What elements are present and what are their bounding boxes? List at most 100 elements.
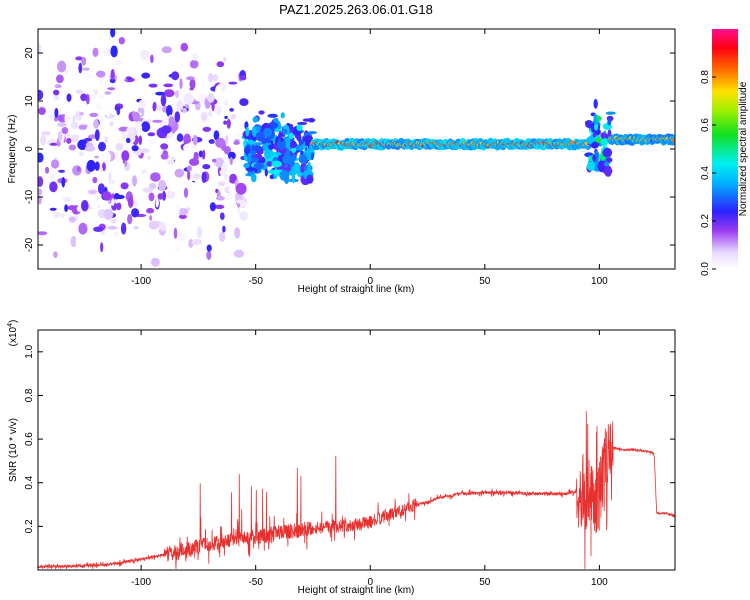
spectrogram-cell [110, 29, 116, 38]
spectrogram-cell [54, 172, 60, 177]
spectrogram-cell [86, 159, 96, 172]
spectrogram-cell [59, 212, 65, 218]
spectrogram-cell [193, 151, 199, 162]
x-tick-label: 50 [479, 577, 491, 588]
spectrogram-cell [183, 187, 189, 198]
spectrogram-cell [593, 98, 598, 109]
spectrogram-cell [120, 182, 129, 190]
spectrogram-cell [142, 187, 154, 193]
spectrogram-cell [115, 151, 120, 163]
spectrogram-cell [40, 134, 47, 146]
colorbar-tick-label: 0.4 [700, 166, 711, 180]
spectrogram-cell [47, 114, 55, 120]
spectrogram-cell [97, 183, 105, 195]
spectrogram-cell [175, 90, 179, 99]
spectrogram-cell [89, 112, 99, 118]
spectrogram-cell [231, 204, 239, 216]
snr-frame [37, 329, 676, 571]
spectrogram-cell [277, 138, 286, 151]
spectrogram-cell [192, 238, 202, 246]
spectrogram-cell [202, 126, 212, 132]
spectrogram-cell [95, 192, 99, 202]
spectrogram-cell [214, 204, 225, 209]
spectrogram-cell [160, 94, 167, 107]
spectrogram-cell [193, 134, 198, 146]
spectrogram-cell [82, 67, 90, 71]
spectrogram-cell [161, 46, 172, 54]
spectrogram-cell [109, 78, 116, 84]
spectrogram-cell [49, 181, 58, 193]
spectrogram-cell [92, 47, 99, 57]
spectrogram-cell [48, 54, 53, 64]
spectrogram-cell [71, 134, 79, 143]
spectrogram-cell [274, 128, 282, 133]
spectrogram-cell [264, 149, 271, 159]
spectrogram-cell [252, 116, 259, 123]
spectrogram-cell [271, 160, 283, 168]
spectrogram-cell [245, 126, 250, 137]
spectrogram-cell [229, 156, 233, 166]
spectrogram-cell [215, 195, 225, 201]
spectrogram-cell [228, 187, 234, 192]
spectrogram-cell [223, 56, 227, 62]
spectrogram-cell [223, 173, 228, 181]
x-tick-label: -100 [131, 577, 151, 588]
spectrogram-cell [132, 175, 137, 187]
spectrogram-cell [74, 175, 82, 186]
spectrogram-cell [239, 74, 247, 81]
spectrogram-cell [261, 156, 266, 164]
colorbar-label: Normalized spectral amplitude [738, 81, 749, 216]
spectrogram-cell [148, 192, 155, 202]
colorbar: 0.0 0.2 0.4 0.6 0.8 Normalized spectral ampl… [700, 29, 749, 276]
spectrogram-cell [70, 235, 77, 248]
spectrogram-cell [231, 114, 237, 120]
snr-x-label: Height of straight line (km) [298, 585, 415, 596]
spectrogram-cell [131, 208, 140, 218]
spectrogram-cell [38, 188, 43, 196]
spectrogram-cell [215, 104, 222, 116]
spectrogram-cell [253, 162, 264, 170]
spectrogram-cell [104, 135, 108, 144]
y-tick-label: 20 [24, 47, 35, 59]
spectrogram-cell [274, 152, 282, 156]
spectrogram-cell [141, 121, 151, 133]
y-tick-label: 1.0 [24, 344, 35, 358]
spectrogram-cell [288, 132, 294, 140]
spectrogram-cell [103, 47, 113, 56]
spectrogram-x-label: Height of straight line (km) [298, 284, 415, 295]
spectrogram-cell [179, 78, 183, 90]
spectrogram-cell [107, 225, 118, 230]
spectrogram-cell [110, 69, 115, 80]
spectrogram-cell [158, 180, 167, 192]
spectrogram-cell [96, 70, 106, 78]
spectrogram-cell [138, 99, 146, 109]
spectrogram-cell [79, 151, 84, 157]
spectrogram-cell [282, 154, 293, 165]
spectrogram-cell [106, 105, 110, 118]
spectrogram-cell [233, 249, 244, 258]
spectrogram-cell [83, 88, 94, 94]
spectrogram-cell [607, 118, 612, 126]
spectrogram-cell [268, 144, 274, 150]
spectrogram-cell [49, 207, 57, 211]
spectrogram-cell [121, 150, 130, 162]
spectrogram-cell [198, 150, 203, 158]
colorbar-tick-label: 0.6 [700, 118, 711, 132]
spectrogram-cell [164, 89, 175, 98]
spectrogram-cell [141, 169, 148, 175]
spectrogram-cell [131, 145, 139, 152]
colorbar-tick-label: 0.8 [700, 70, 711, 84]
spectrogram-cell [146, 90, 156, 96]
spectrogram-cell [114, 105, 121, 111]
x-tick-label: 100 [591, 276, 608, 287]
spectrogram-cell [592, 132, 597, 138]
spectrogram-cell [92, 176, 98, 184]
spectrogram-cell [192, 53, 198, 61]
spectrogram-cell [178, 214, 187, 220]
spectrogram-cell [147, 155, 151, 161]
spectrogram-cell [307, 161, 312, 172]
spectrogram-cell [88, 65, 97, 74]
snr-axes: -100 -50 0 50 100 0.2 0.4 0.6 0.8 1.0 [24, 330, 675, 588]
